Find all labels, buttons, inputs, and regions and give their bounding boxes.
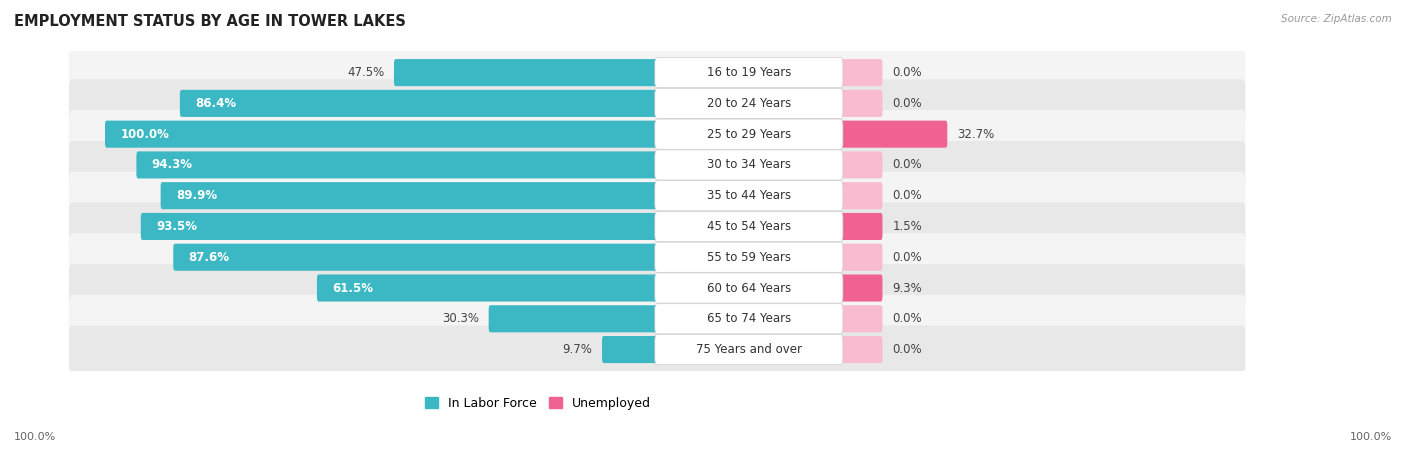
FancyBboxPatch shape — [655, 119, 842, 149]
Text: 100.0%: 100.0% — [1350, 432, 1392, 442]
Text: EMPLOYMENT STATUS BY AGE IN TOWER LAKES: EMPLOYMENT STATUS BY AGE IN TOWER LAKES — [14, 14, 406, 28]
FancyBboxPatch shape — [655, 304, 842, 334]
FancyBboxPatch shape — [655, 58, 842, 87]
Text: 0.0%: 0.0% — [893, 343, 922, 356]
FancyBboxPatch shape — [602, 336, 659, 363]
Text: 35 to 44 Years: 35 to 44 Years — [707, 189, 792, 202]
FancyBboxPatch shape — [136, 152, 659, 179]
Text: 61.5%: 61.5% — [332, 281, 374, 295]
FancyBboxPatch shape — [655, 242, 842, 272]
FancyBboxPatch shape — [69, 202, 1246, 250]
FancyBboxPatch shape — [655, 335, 842, 364]
FancyBboxPatch shape — [839, 244, 883, 271]
FancyBboxPatch shape — [69, 49, 1246, 97]
FancyBboxPatch shape — [316, 275, 659, 302]
FancyBboxPatch shape — [655, 273, 842, 303]
Text: 75 Years and over: 75 Years and over — [696, 343, 801, 356]
FancyBboxPatch shape — [173, 244, 659, 271]
Text: 94.3%: 94.3% — [152, 158, 193, 171]
FancyBboxPatch shape — [839, 90, 883, 117]
FancyBboxPatch shape — [69, 141, 1246, 189]
FancyBboxPatch shape — [69, 110, 1246, 158]
FancyBboxPatch shape — [489, 305, 659, 332]
Legend: In Labor Force, Unemployed: In Labor Force, Unemployed — [425, 396, 651, 410]
FancyBboxPatch shape — [839, 336, 883, 363]
Text: 0.0%: 0.0% — [893, 251, 922, 264]
FancyBboxPatch shape — [105, 120, 659, 147]
Text: 93.5%: 93.5% — [156, 220, 197, 233]
Text: 100.0%: 100.0% — [121, 128, 169, 141]
Text: 1.5%: 1.5% — [893, 220, 922, 233]
Text: 100.0%: 100.0% — [14, 432, 56, 442]
FancyBboxPatch shape — [655, 150, 842, 180]
FancyBboxPatch shape — [655, 180, 842, 211]
Text: 16 to 19 Years: 16 to 19 Years — [707, 66, 792, 79]
Text: 0.0%: 0.0% — [893, 312, 922, 325]
Text: 9.3%: 9.3% — [893, 281, 922, 295]
Text: 25 to 29 Years: 25 to 29 Years — [707, 128, 792, 141]
Text: 65 to 74 Years: 65 to 74 Years — [707, 312, 792, 325]
Text: 30 to 34 Years: 30 to 34 Years — [707, 158, 790, 171]
FancyBboxPatch shape — [69, 172, 1246, 220]
FancyBboxPatch shape — [180, 90, 659, 117]
FancyBboxPatch shape — [839, 59, 883, 86]
Text: 87.6%: 87.6% — [188, 251, 229, 264]
FancyBboxPatch shape — [69, 79, 1246, 127]
Text: 86.4%: 86.4% — [195, 97, 236, 110]
Text: 0.0%: 0.0% — [893, 97, 922, 110]
FancyBboxPatch shape — [160, 182, 659, 209]
FancyBboxPatch shape — [839, 152, 883, 179]
Text: 20 to 24 Years: 20 to 24 Years — [707, 97, 792, 110]
Text: 32.7%: 32.7% — [957, 128, 994, 141]
Text: 45 to 54 Years: 45 to 54 Years — [707, 220, 792, 233]
FancyBboxPatch shape — [655, 212, 842, 242]
Text: 0.0%: 0.0% — [893, 66, 922, 79]
FancyBboxPatch shape — [839, 305, 883, 332]
FancyBboxPatch shape — [839, 213, 883, 240]
Text: Source: ZipAtlas.com: Source: ZipAtlas.com — [1281, 14, 1392, 23]
Text: 55 to 59 Years: 55 to 59 Years — [707, 251, 790, 264]
FancyBboxPatch shape — [394, 59, 659, 86]
FancyBboxPatch shape — [655, 88, 842, 119]
Text: 9.7%: 9.7% — [562, 343, 592, 356]
Text: 0.0%: 0.0% — [893, 158, 922, 171]
Text: 0.0%: 0.0% — [893, 189, 922, 202]
FancyBboxPatch shape — [69, 326, 1246, 373]
FancyBboxPatch shape — [839, 182, 883, 209]
FancyBboxPatch shape — [69, 233, 1246, 281]
FancyBboxPatch shape — [69, 295, 1246, 343]
FancyBboxPatch shape — [839, 275, 883, 302]
Text: 89.9%: 89.9% — [176, 189, 217, 202]
Text: 47.5%: 47.5% — [347, 66, 384, 79]
FancyBboxPatch shape — [69, 264, 1246, 312]
FancyBboxPatch shape — [839, 120, 948, 147]
Text: 60 to 64 Years: 60 to 64 Years — [707, 281, 792, 295]
Text: 30.3%: 30.3% — [441, 312, 479, 325]
FancyBboxPatch shape — [141, 213, 659, 240]
